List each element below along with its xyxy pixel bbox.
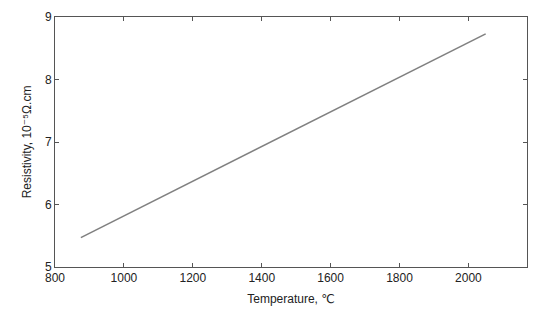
svg-text:1400: 1400 bbox=[248, 271, 275, 285]
svg-text:5: 5 bbox=[45, 260, 52, 274]
svg-text:2000: 2000 bbox=[455, 271, 482, 285]
svg-text:Resistivity, 10⁻⁵Ω.cm: Resistivity, 10⁻⁵Ω.cm bbox=[20, 86, 34, 199]
svg-text:1200: 1200 bbox=[179, 271, 206, 285]
svg-text:800: 800 bbox=[45, 271, 65, 285]
svg-text:8: 8 bbox=[45, 73, 52, 87]
svg-text:6: 6 bbox=[45, 198, 52, 212]
svg-text:1600: 1600 bbox=[317, 271, 344, 285]
svg-text:1000: 1000 bbox=[111, 271, 138, 285]
svg-text:Temperature, ℃: Temperature, ℃ bbox=[247, 292, 335, 306]
svg-text:7: 7 bbox=[45, 135, 52, 149]
svg-text:1800: 1800 bbox=[386, 271, 413, 285]
svg-text:9: 9 bbox=[45, 10, 52, 24]
